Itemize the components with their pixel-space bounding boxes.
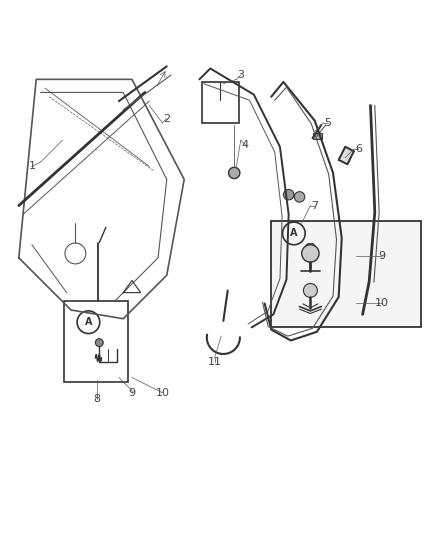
Circle shape <box>283 189 294 200</box>
Bar <box>271 221 421 327</box>
Text: 9: 9 <box>128 387 135 398</box>
Text: 3: 3 <box>237 70 244 80</box>
Text: A: A <box>290 229 297 238</box>
Text: 11: 11 <box>208 357 222 367</box>
Bar <box>313 133 322 139</box>
Text: 6: 6 <box>355 144 362 154</box>
Text: 2: 2 <box>163 114 170 124</box>
Text: 1: 1 <box>28 161 35 172</box>
Circle shape <box>302 245 319 262</box>
Bar <box>64 301 127 382</box>
Text: 7: 7 <box>311 200 318 211</box>
Bar <box>201 82 239 123</box>
Text: 9: 9 <box>378 251 386 261</box>
Text: 10: 10 <box>155 387 170 398</box>
Text: 10: 10 <box>375 298 389 309</box>
Text: 5: 5 <box>324 118 331 128</box>
Text: A: A <box>85 317 92 327</box>
Circle shape <box>294 192 305 202</box>
Text: 8: 8 <box>94 394 101 404</box>
Polygon shape <box>339 147 354 164</box>
Text: 4: 4 <box>241 140 249 150</box>
Circle shape <box>95 339 103 346</box>
Circle shape <box>229 167 240 179</box>
Circle shape <box>304 284 318 297</box>
